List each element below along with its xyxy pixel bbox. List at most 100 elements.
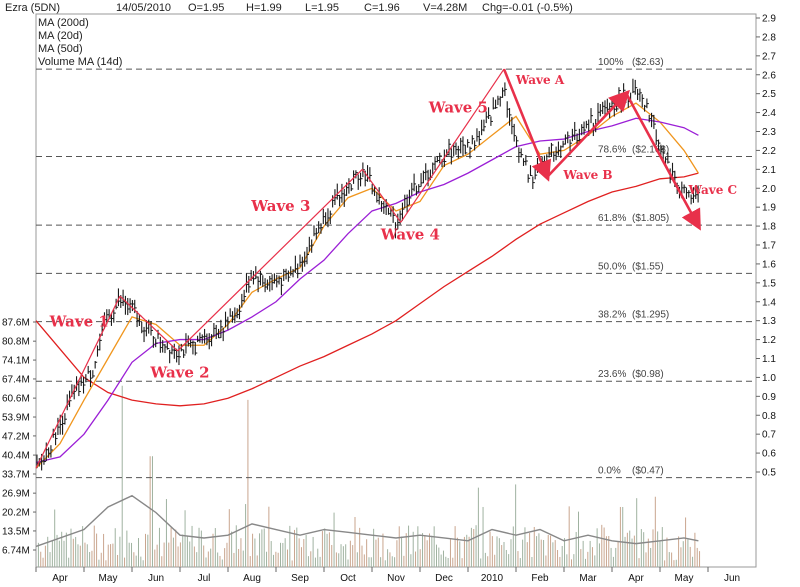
ma200-line bbox=[35, 172, 699, 407]
price-tick-label: 0.6 bbox=[762, 449, 776, 460]
fib-percent-label: 61.8% bbox=[598, 213, 626, 224]
fib-percent-label: 78.6% bbox=[598, 144, 626, 155]
wave-label: Wave 5 bbox=[428, 99, 488, 117]
legend-volume-ma: Volume MA (14d) bbox=[38, 56, 122, 68]
volume-tick-label: 67.4M bbox=[2, 374, 30, 385]
volume-tick-label: 26.9M bbox=[2, 489, 30, 500]
quote-high: H=1.99 bbox=[246, 2, 282, 14]
volume-bars bbox=[35, 385, 701, 567]
volume-tick-label: 74.1M bbox=[2, 356, 30, 367]
volume-tick-label: 53.9M bbox=[2, 413, 30, 424]
quote-volume: V=4.28M bbox=[423, 2, 467, 14]
month-label: Feb bbox=[531, 573, 549, 584]
fib-percent-label: 100% bbox=[598, 57, 624, 68]
fibonacci-levels: 100% ($2.63) 78.6% ($2.168) 61.8% ($1.805) 50.… bbox=[36, 57, 756, 479]
fib-value-label: ($2.168) bbox=[632, 144, 669, 155]
chart-header: Ezra (5DN) 14/05/2010 O=1.95 H=1.99 L=1.… bbox=[5, 2, 573, 14]
month-label: Jun bbox=[148, 573, 164, 584]
price-tick-label: 2.2 bbox=[762, 146, 776, 157]
wave-trend-line bbox=[400, 68, 505, 223]
fib-value-label: ($0.47) bbox=[632, 466, 664, 477]
price-tick-label: 2.6 bbox=[762, 70, 776, 81]
price-tick-label: 2.7 bbox=[762, 51, 776, 62]
month-label: Dec bbox=[435, 573, 453, 584]
month-label: Aug bbox=[243, 573, 261, 584]
month-label: Jul bbox=[198, 573, 211, 584]
month-label: Apr bbox=[628, 573, 644, 584]
price-tick-label: 1.9 bbox=[762, 203, 776, 214]
volume-ma-line bbox=[35, 494, 699, 548]
price-tick-label: 1.1 bbox=[762, 354, 776, 365]
month-label: May bbox=[99, 573, 118, 584]
quote-change: Chg=-0.01 (-0.5%) bbox=[482, 2, 573, 14]
wave-label: Wave 4 bbox=[380, 225, 440, 243]
wave-trend-line bbox=[361, 168, 402, 223]
month-label: Sep bbox=[291, 573, 309, 584]
fib-value-label: ($0.98) bbox=[632, 369, 664, 380]
price-tick-label: 1.5 bbox=[762, 278, 776, 289]
wave-trend-line bbox=[35, 295, 121, 469]
fib-percent-label: 50.0% bbox=[598, 261, 626, 272]
wave-label: Wave 3 bbox=[250, 197, 310, 215]
price-tick-label: 2.4 bbox=[762, 108, 776, 119]
price-tick-label: 2.1 bbox=[762, 165, 776, 176]
price-tick-label: 0.9 bbox=[762, 392, 776, 403]
volume-tick-label: 60.6M bbox=[2, 394, 30, 405]
fib-value-label: ($2.63) bbox=[632, 57, 664, 68]
wave-label: Wave 1 bbox=[49, 312, 109, 330]
volume-tick-label: 40.4M bbox=[2, 451, 30, 462]
plot-frame bbox=[35, 13, 757, 568]
volume-tick-label: 80.8M bbox=[2, 337, 30, 348]
month-label: Mar bbox=[579, 573, 597, 584]
quote-close: C=1.96 bbox=[364, 2, 400, 14]
volume-tick-label: 33.7M bbox=[2, 469, 30, 480]
price-tick-label: 2.8 bbox=[762, 32, 776, 43]
fib-value-label: ($1.295) bbox=[632, 310, 669, 321]
wave-arrow bbox=[625, 93, 701, 231]
wave-trend-line bbox=[177, 168, 363, 352]
fib-percent-label: 38.2% bbox=[598, 310, 626, 321]
month-label: Oct bbox=[340, 573, 356, 584]
month-label: Apr bbox=[52, 573, 68, 584]
price-tick-label: 1.0 bbox=[762, 373, 776, 384]
wave-label: Wave C bbox=[688, 183, 738, 197]
fib-percent-label: 0.0% bbox=[598, 466, 621, 477]
price-tick-label: 2.9 bbox=[762, 14, 776, 25]
price-tick-label: 1.3 bbox=[762, 316, 776, 327]
month-label: May bbox=[675, 573, 694, 584]
wave-trend-line bbox=[119, 295, 179, 352]
price-tick-label: 1.6 bbox=[762, 259, 776, 270]
legend-ma50: MA (50d) bbox=[38, 43, 83, 55]
quote-open: O=1.95 bbox=[188, 2, 224, 14]
wave-label: Wave A bbox=[515, 73, 565, 87]
wave-annotations: Wave 1 Wave 2 Wave 3 Wave 4 Wave 5 Wave A Wave… bbox=[35, 68, 738, 469]
month-label: Jun bbox=[724, 573, 740, 584]
price-tick-label: 2.0 bbox=[762, 184, 776, 195]
fib-percent-label: 23.6% bbox=[598, 369, 626, 380]
quote-low: L=1.95 bbox=[305, 2, 339, 14]
volume-tick-label: 6.74M bbox=[2, 546, 30, 557]
price-tick-label: 1.2 bbox=[762, 335, 776, 346]
price-tick-label: 2.5 bbox=[762, 89, 776, 100]
volume-tick-label: 20.2M bbox=[2, 508, 30, 519]
wave-label: Wave B bbox=[562, 168, 612, 182]
month-label: 2010 bbox=[481, 573, 504, 584]
axes: 2.9 2.8 2.7 2.6 2.5 2.4 2.3 2.2 2.1 2.0 1.9 1.8 1.7 1… bbox=[2, 14, 776, 585]
fib-value-label: ($1.55) bbox=[632, 261, 664, 272]
month-label: Nov bbox=[387, 573, 405, 584]
price-tick-label: 0.8 bbox=[762, 411, 776, 422]
price-tick-label: 1.8 bbox=[762, 222, 776, 233]
wave-label: Wave 2 bbox=[149, 363, 209, 381]
wave-arrow bbox=[546, 89, 630, 178]
chart-legend: MA (200d) MA (20d) MA (50d) Volume MA (1… bbox=[38, 17, 122, 68]
volume-tick-label: 47.2M bbox=[2, 431, 30, 442]
legend-ma200: MA (200d) bbox=[38, 17, 89, 29]
quote-date: 14/05/2010 bbox=[116, 2, 171, 14]
price-tick-label: 2.3 bbox=[762, 127, 776, 138]
fib-value-label: ($1.805) bbox=[632, 213, 669, 224]
price-tick-label: 0.7 bbox=[762, 430, 776, 441]
volume-tick-label: 13.5M bbox=[2, 526, 30, 537]
symbol-title: Ezra (5DN) bbox=[5, 2, 60, 14]
